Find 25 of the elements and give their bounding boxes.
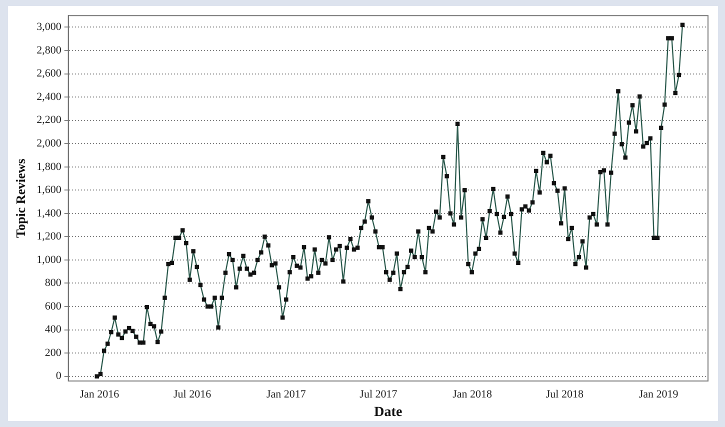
y-tick-label: 1,200: [36, 230, 62, 243]
y-tick-label: 1,000: [36, 254, 62, 266]
x-tick-label: Jul 2016: [174, 388, 212, 400]
y-tick-label: 1,600: [36, 184, 62, 196]
x-tick-label: Jan 2017: [266, 388, 306, 400]
x-tick-label: Jan 2019: [638, 388, 679, 400]
y-tick-label: 2,400: [36, 90, 62, 103]
x-tick-label: Jan 2018: [452, 388, 493, 400]
y-tick-label: 0: [56, 370, 62, 382]
x-tick-label: Jan 2016: [80, 388, 120, 400]
y-tick-label: 1,800: [36, 160, 62, 173]
y-tick-label: 1,400: [36, 207, 62, 220]
y-tick-label: 600: [44, 300, 62, 312]
y-tick-label: 2,600: [36, 68, 62, 80]
y-tick-label: 400: [44, 324, 62, 336]
x-tick-label: Jul 2018: [546, 388, 584, 400]
y-tick-label: 800: [44, 277, 62, 290]
y-tick-label: 2,800: [36, 44, 62, 56]
y-tick-label: 200: [44, 346, 62, 359]
y-axis-title: Topic Reviews: [13, 158, 28, 238]
y-tick-label: 3,000: [36, 21, 62, 34]
y-tick-label: 2,200: [36, 114, 62, 126]
x-axis-title: Date: [374, 405, 402, 420]
x-tick-label: Jul 2017: [360, 388, 398, 400]
y-tick-label: 2,000: [36, 137, 62, 150]
